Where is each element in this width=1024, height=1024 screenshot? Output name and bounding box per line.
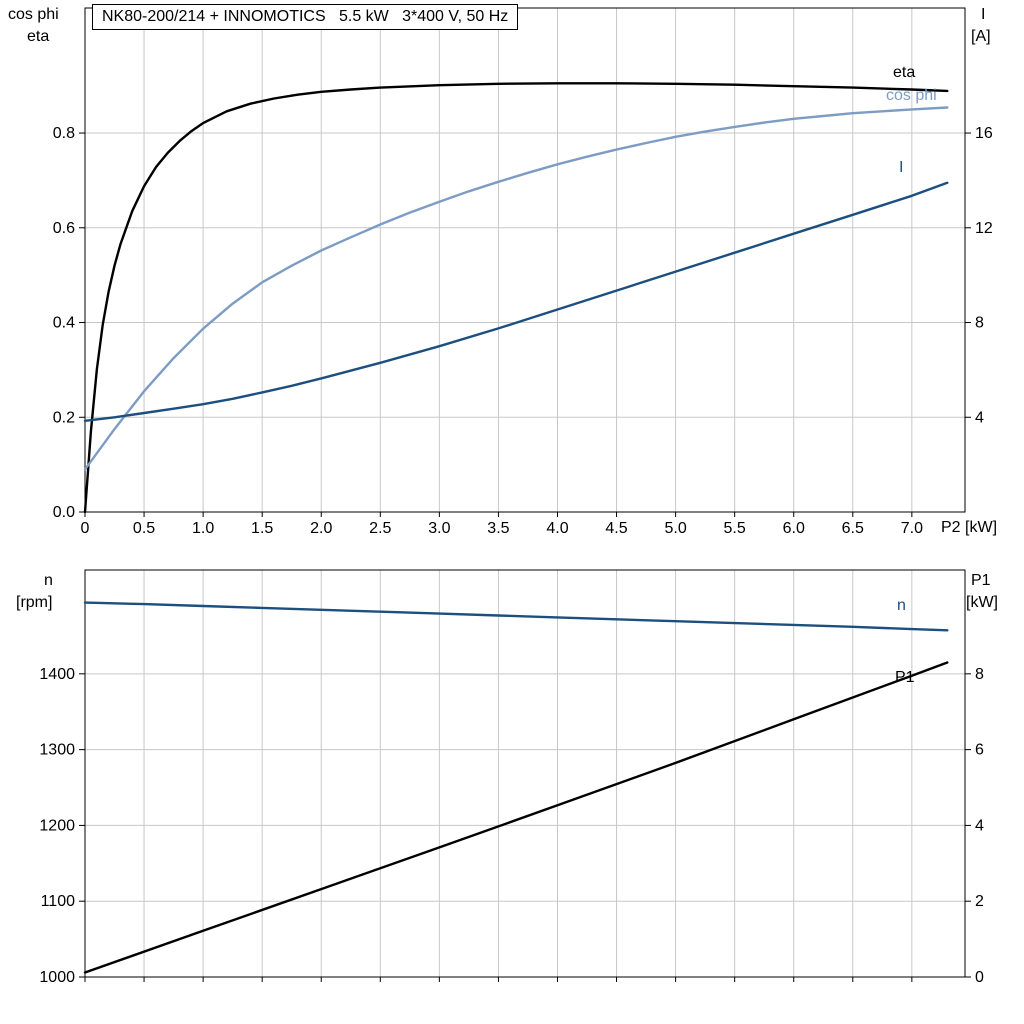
svg-text:3.5: 3.5 [487,520,509,537]
bottom-left-axis-label-n: n [44,572,53,589]
svg-text:1100: 1100 [41,893,76,910]
svg-text:0: 0 [81,520,90,537]
svg-text:0.6: 0.6 [53,220,75,237]
bottom-right-axis-unit-kw: [kW] [966,594,998,611]
curve-label-n: n [897,597,906,614]
svg-text:12: 12 [975,220,993,237]
svg-text:2.5: 2.5 [369,520,391,537]
svg-text:3.0: 3.0 [428,520,450,537]
svg-text:0: 0 [975,969,984,986]
curve-label-p1: P1 [895,669,915,686]
top-left-axis-label-cos-phi: cos phi [8,6,59,23]
svg-text:1.5: 1.5 [251,520,273,537]
svg-text:8: 8 [975,315,984,332]
svg-text:1000: 1000 [39,969,75,986]
svg-text:1200: 1200 [39,817,75,834]
svg-text:7.0: 7.0 [901,520,923,537]
x-axis-label-p2: P2 [kW] [941,519,998,536]
svg-text:4: 4 [975,409,984,426]
top-right-axis-label-current: I [981,6,986,23]
bottom-left-axis-unit-rpm: [rpm] [16,594,53,611]
svg-text:0.0: 0.0 [53,504,75,521]
svg-text:4: 4 [975,817,984,834]
svg-text:1.0: 1.0 [192,520,214,537]
svg-text:6.0: 6.0 [783,520,805,537]
svg-text:6.5: 6.5 [842,520,864,537]
top-left-axis-label-eta: eta [27,28,50,45]
svg-text:4.5: 4.5 [605,520,627,537]
curve-label-current: I [899,159,904,176]
svg-text:5.0: 5.0 [664,520,686,537]
svg-text:16: 16 [975,125,993,142]
svg-text:0.4: 0.4 [53,315,75,332]
svg-text:1400: 1400 [39,666,75,683]
svg-text:0.8: 0.8 [53,125,75,142]
curve-label-eta: eta [893,64,916,81]
svg-text:0.2: 0.2 [53,409,75,426]
svg-text:2.0: 2.0 [310,520,332,537]
bottom-right-axis-label-p1: P1 [971,572,991,589]
svg-text:8: 8 [975,666,984,683]
svg-text:1300: 1300 [39,742,75,759]
chart-title: NK80-200/214 + INNOMOTICS 5.5 kW 3*400 V… [92,4,519,30]
svg-text:4.0: 4.0 [546,520,568,537]
svg-text:2: 2 [975,893,984,910]
svg-text:5.5: 5.5 [724,520,746,537]
svg-text:6: 6 [975,742,984,759]
top-right-axis-unit-amps: [A] [971,28,991,45]
svg-text:0.5: 0.5 [133,520,155,537]
curve-label-cos-phi: cos phi [886,87,937,104]
